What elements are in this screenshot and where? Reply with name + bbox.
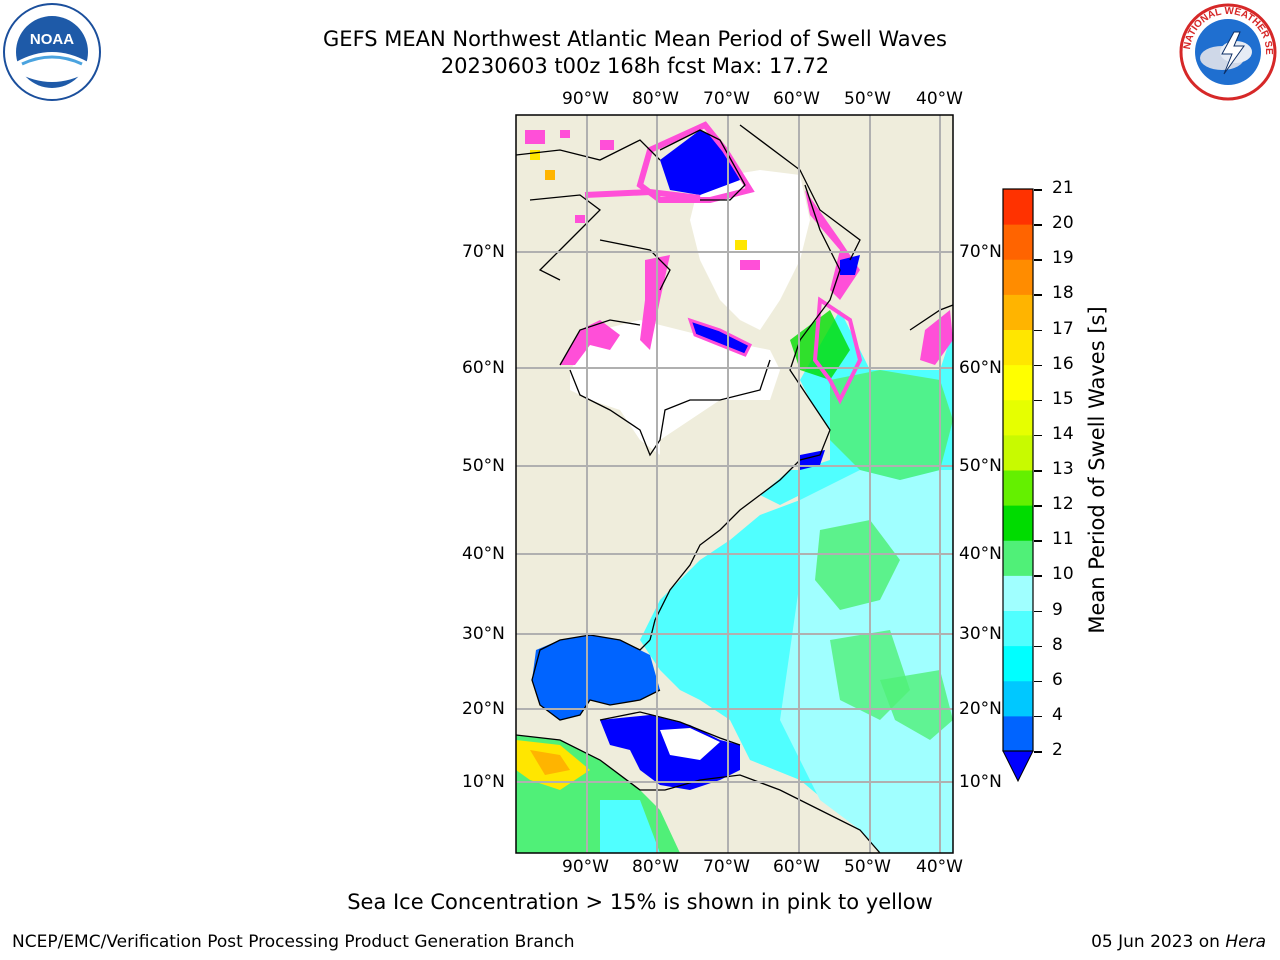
colorbar-band [1003, 680, 1033, 717]
lon-label-top-60w: 60°W [773, 89, 820, 109]
nws-logo: NATIONAL WEATHER SERVICE [1178, 2, 1277, 101]
colorbar-tick-mark [1034, 224, 1042, 226]
baffin-bay [690, 170, 810, 330]
map-subtitle: 20230603 t00z 168h fcst Max: 17.72 [440, 54, 830, 78]
colorbar-tick-label: 2 [1052, 740, 1063, 760]
lat-label-right-60n: 60°N [959, 358, 1002, 378]
lat-label-left-40n: 40°N [462, 544, 505, 564]
colorbar-tick-mark [1034, 364, 1042, 367]
lon-label-bottom-50w: 50°W [844, 857, 891, 877]
colorbar-tick-mark [1034, 751, 1042, 753]
colorbar-title: Mean Period of Swell Waves [s] [1085, 306, 1109, 634]
colorbar-tick-mark [1034, 294, 1042, 296]
colorbar-tick-mark [1034, 715, 1042, 718]
colorbar-band [1003, 610, 1033, 647]
colorbar-tick-mark [1034, 329, 1042, 331]
colorbar-tick-label: 19 [1052, 248, 1074, 269]
lon-label-top-50w: 50°W [844, 89, 891, 109]
colorbar-band [1003, 364, 1033, 401]
colorbar-band [1003, 329, 1033, 366]
footer-host: Hera [1225, 932, 1266, 952]
colorbar-tick-label: 12 [1052, 494, 1074, 515]
footer-date: 05 Jun 2023 on Hera [1091, 932, 1266, 952]
colorbar-band [1003, 294, 1033, 330]
lat-label-left-70n: 70°N [462, 242, 505, 262]
lon-label-top-40w: 40°W [916, 89, 963, 109]
colorbar-band [1003, 259, 1033, 295]
lon-label-bottom-70w: 70°W [703, 857, 750, 877]
colorbar-tick-mark [1034, 540, 1042, 542]
lon-label-bottom-40w: 40°W [916, 857, 963, 877]
colorbar-band [1003, 224, 1033, 260]
colorbar-tick-label: 8 [1052, 634, 1063, 655]
colorbar-tick-mark [1034, 470, 1042, 472]
colorbar-band [1003, 189, 1033, 225]
lon-label-bottom-60w: 60°W [773, 857, 820, 877]
lat-label-right-50n: 50°N [959, 456, 1002, 476]
colorbar-band [1003, 540, 1033, 576]
colorbar [1002, 188, 1034, 783]
lat-label-right-20n: 20°N [959, 699, 1002, 719]
colorbar-tick-mark [1034, 259, 1042, 261]
colorbar-band [1003, 399, 1033, 436]
colorbar-band [1003, 645, 1033, 682]
colorbar-tick-mark [1034, 680, 1042, 683]
lat-label-right-70n: 70°N [959, 242, 1002, 262]
lat-label-right-30n: 30°N [959, 624, 1002, 644]
colorbar-tick-label: 20 [1052, 213, 1074, 234]
map-title: GEFS MEAN Northwest Atlantic Mean Period… [323, 27, 947, 51]
colorbar-tick-label: 15 [1052, 388, 1074, 409]
colorbar-band [1003, 434, 1033, 471]
colorbar-tick-mark [1034, 505, 1042, 507]
colorbar-tick-mark [1034, 434, 1042, 437]
lon-label-top-90w: 90°W [562, 89, 609, 109]
colorbar-tick-label: 6 [1052, 669, 1063, 690]
colorbar-tick-mark [1034, 189, 1042, 191]
colorbar-band [1003, 505, 1033, 541]
colorbar-tick-label: 11 [1052, 529, 1074, 550]
colorbar-tick-label: 21 [1052, 178, 1074, 198]
colorbar-tick-label: 13 [1052, 459, 1074, 479]
map-frame [515, 114, 954, 854]
footer-date-text: 05 Jun 2023 on [1091, 932, 1226, 952]
colorbar-tick-label: 10 [1052, 564, 1074, 585]
lat-label-left-60n: 60°N [462, 358, 505, 378]
lat-label-left-10n: 10°N [462, 772, 505, 792]
colorbar-tick-label: 4 [1052, 704, 1063, 725]
lon-label-top-70w: 70°W [703, 89, 750, 109]
colorbar-tick-label: 17 [1052, 318, 1074, 339]
colorbar-tick-label: 16 [1052, 353, 1074, 374]
colorbar-band [1003, 715, 1033, 752]
lon-label-bottom-90w: 90°W [562, 857, 609, 877]
colorbar-frame [1002, 188, 1034, 752]
lon-label-bottom-80w: 80°W [632, 857, 679, 877]
colorbar-tick-label: 14 [1052, 423, 1074, 444]
colorbar-tick-mark [1034, 610, 1042, 612]
sea-ice-caption: Sea Ice Concentration > 15% is shown in … [347, 890, 933, 914]
footer-credit: NCEP/EMC/Verification Post Processing Pr… [12, 932, 575, 952]
noaa-logo: NOAA [3, 3, 101, 101]
lat-label-left-30n: 30°N [462, 624, 505, 644]
lat-label-left-20n: 20°N [462, 699, 505, 719]
colorbar-tick-mark [1034, 575, 1042, 577]
lat-label-right-10n: 10°N [959, 772, 1002, 792]
lat-label-right-40n: 40°N [959, 544, 1002, 564]
colorbar-band [1003, 575, 1033, 611]
colorbar-tick-mark [1034, 645, 1042, 648]
graticule [516, 115, 953, 853]
colorbar-tick-label: 9 [1052, 599, 1063, 620]
gulf-of-mexico [532, 635, 660, 720]
colorbar-extend-arrow [1002, 750, 1034, 783]
colorbar-tick-mark [1034, 399, 1042, 402]
colorbar-band [1003, 470, 1033, 506]
lat-label-left-50n: 50°N [462, 456, 505, 476]
lon-label-top-80w: 80°W [632, 89, 679, 109]
colorbar-tick-label: 18 [1052, 283, 1074, 304]
noaa-logo-text: NOAA [30, 31, 74, 48]
